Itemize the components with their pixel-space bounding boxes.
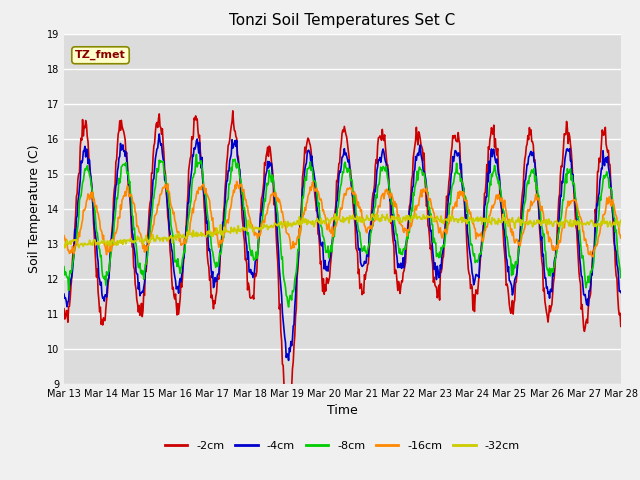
X-axis label: Time: Time xyxy=(327,405,358,418)
-4cm xyxy=(185,200,193,205)
-4cm xyxy=(156,131,163,137)
-4cm xyxy=(127,213,135,218)
-2cm xyxy=(127,227,135,232)
Legend: -2cm, -4cm, -8cm, -16cm, -32cm: -2cm, -4cm, -8cm, -16cm, -32cm xyxy=(161,437,524,456)
Title: Tonzi Soil Temperatures Set C: Tonzi Soil Temperatures Set C xyxy=(229,13,456,28)
-16cm xyxy=(214,233,221,239)
Line: -32cm: -32cm xyxy=(64,214,621,248)
-8cm xyxy=(412,181,419,187)
-8cm xyxy=(428,222,436,228)
-16cm xyxy=(233,179,241,184)
-2cm xyxy=(428,255,436,261)
-2cm xyxy=(412,138,419,144)
Line: -8cm: -8cm xyxy=(64,155,621,307)
-2cm xyxy=(617,324,625,329)
-32cm xyxy=(185,228,193,233)
-16cm xyxy=(428,201,435,206)
Y-axis label: Soil Temperature (C): Soil Temperature (C) xyxy=(28,144,41,273)
-8cm xyxy=(60,264,68,270)
-32cm xyxy=(61,245,68,251)
-4cm xyxy=(617,289,625,295)
-8cm xyxy=(193,152,200,157)
-32cm xyxy=(214,231,222,237)
-8cm xyxy=(617,275,625,280)
-4cm xyxy=(285,358,292,363)
-32cm xyxy=(128,240,136,245)
-2cm xyxy=(285,412,292,418)
-4cm xyxy=(70,251,78,257)
-2cm xyxy=(70,239,78,245)
-4cm xyxy=(60,291,68,297)
-32cm xyxy=(71,238,79,243)
-16cm xyxy=(70,251,78,256)
-2cm xyxy=(184,192,192,198)
-16cm xyxy=(617,235,625,241)
-4cm xyxy=(412,154,419,159)
-8cm xyxy=(285,304,292,310)
-4cm xyxy=(428,236,436,242)
-32cm xyxy=(412,211,419,216)
-16cm xyxy=(589,254,596,260)
Line: -16cm: -16cm xyxy=(64,181,621,257)
-16cm xyxy=(411,206,419,212)
-2cm xyxy=(214,277,221,283)
Line: -4cm: -4cm xyxy=(64,134,621,360)
-8cm xyxy=(127,195,135,201)
-32cm xyxy=(428,215,436,220)
-32cm xyxy=(411,215,419,220)
-2cm xyxy=(60,306,68,312)
-4cm xyxy=(214,271,222,276)
-32cm xyxy=(60,242,68,248)
Line: -2cm: -2cm xyxy=(64,111,621,415)
-8cm xyxy=(184,219,192,225)
-16cm xyxy=(127,192,135,198)
-8cm xyxy=(70,250,78,256)
-16cm xyxy=(184,231,192,237)
Text: TZ_fmet: TZ_fmet xyxy=(75,50,126,60)
-32cm xyxy=(617,217,625,223)
-8cm xyxy=(214,264,222,269)
-2cm xyxy=(229,108,237,114)
-16cm xyxy=(60,233,68,239)
